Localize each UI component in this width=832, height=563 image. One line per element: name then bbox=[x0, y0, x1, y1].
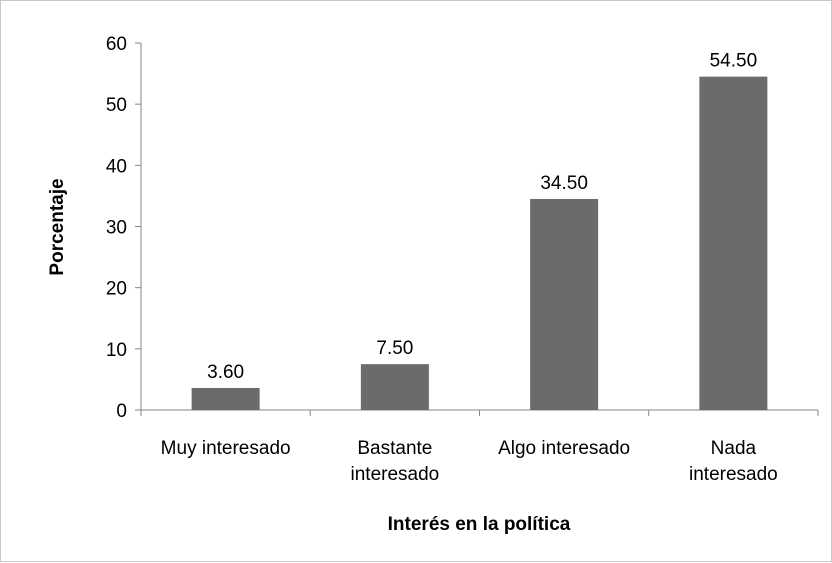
data-label: 7.50 bbox=[376, 338, 413, 359]
y-tick-label: 50 bbox=[106, 95, 127, 116]
category-labels: Muy interesado Bastante interesado Algo int… bbox=[161, 438, 778, 485]
x-axis-title: Interés en la política bbox=[388, 514, 571, 535]
y-tick-label: 60 bbox=[106, 34, 127, 55]
y-tick-label: 30 bbox=[106, 218, 127, 239]
x-category-label: Nada bbox=[711, 438, 757, 459]
bar bbox=[530, 198, 599, 410]
y-axis-title: Porcentaje bbox=[47, 178, 68, 275]
y-tick-label: 40 bbox=[106, 156, 127, 177]
y-tick-label: 10 bbox=[106, 340, 127, 361]
y-tick-label: 0 bbox=[116, 401, 127, 422]
x-category-label: Algo interesado bbox=[498, 438, 630, 459]
x-category-label: interesado bbox=[351, 464, 440, 485]
data-label: 54.50 bbox=[710, 51, 758, 72]
y-tick-label: 20 bbox=[106, 279, 127, 300]
bar bbox=[191, 387, 260, 410]
x-axis bbox=[140, 409, 819, 416]
data-label: 3.60 bbox=[207, 362, 244, 383]
bar bbox=[360, 364, 429, 410]
x-category-label: Bastante bbox=[357, 438, 432, 459]
x-category-label: interesado bbox=[689, 464, 778, 485]
bar bbox=[699, 76, 768, 411]
bars bbox=[191, 76, 768, 411]
x-category-label: Muy interesado bbox=[161, 438, 291, 459]
y-axis: 0 10 20 30 40 50 60 bbox=[106, 34, 142, 422]
data-label: 34.50 bbox=[540, 173, 588, 194]
data-labels: 3.60 7.50 34.50 54.50 bbox=[207, 51, 757, 383]
